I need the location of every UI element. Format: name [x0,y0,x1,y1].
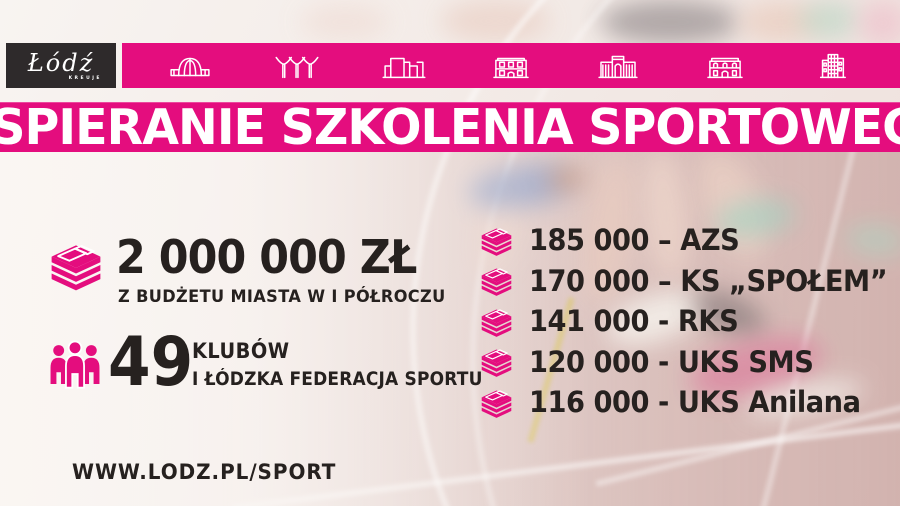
lodz-logo-text: Łódź [27,48,95,77]
lodz-logo: Łódź KREUJE [6,43,116,88]
budget-caption: Z BUDŻETU MIASTA W I PÓŁROCZU [118,287,446,307]
lodz-logo-subtext: KREUJE [68,75,102,81]
money-stack-icon [46,236,106,294]
money-stack-icon [478,386,515,419]
clubs-label-line2: I ŁÓDZKA FEDERACJA SPORTU [192,369,483,390]
title-band: WSPIERANIE SZKOLENIA SPORTOWEGO [0,102,900,152]
clubs-count: 49 [108,323,194,402]
allocation-row: 116 000 - UKS Anilana [478,382,882,422]
allocation-text: 170 000 – KS „SPOŁEM” [529,263,888,298]
page-title: WSPIERANIE SZKOLENIA SPORTOWEGO [0,99,900,156]
allocation-row: 185 000 – AZS [478,220,753,260]
clubs-labels: KLUBÓW I ŁÓDZKA FEDERACJA SPORTU [192,339,508,390]
budget-amount: 2 000 000 ZŁ [116,230,417,284]
allocation-row: 141 000 - RKS [478,301,752,341]
money-stack-icon [478,305,515,338]
landmarks-icon-bar [122,43,900,88]
allocation-text: 120 000 - UKS SMS [529,344,814,379]
allocation-text: 185 000 – AZS [529,223,740,257]
people-group-icon [46,335,104,395]
allocation-row: 170 000 – KS „SPOŁEM” [478,261,900,301]
money-stack-icon [478,264,515,297]
clubs-label-line1: KLUBÓW [192,339,290,363]
website-url[interactable]: WWW.LODZ.PL/SPORT [72,460,337,484]
allocation-text: 116 000 - UKS Anilana [529,385,861,419]
background-blob [300,4,390,40]
allocation-text: 141 000 - RKS [529,304,739,338]
money-stack-icon [478,345,515,378]
money-stack-icon [478,224,515,257]
allocation-row: 120 000 - UKS SMS [478,342,832,382]
background-wash [0,150,900,506]
